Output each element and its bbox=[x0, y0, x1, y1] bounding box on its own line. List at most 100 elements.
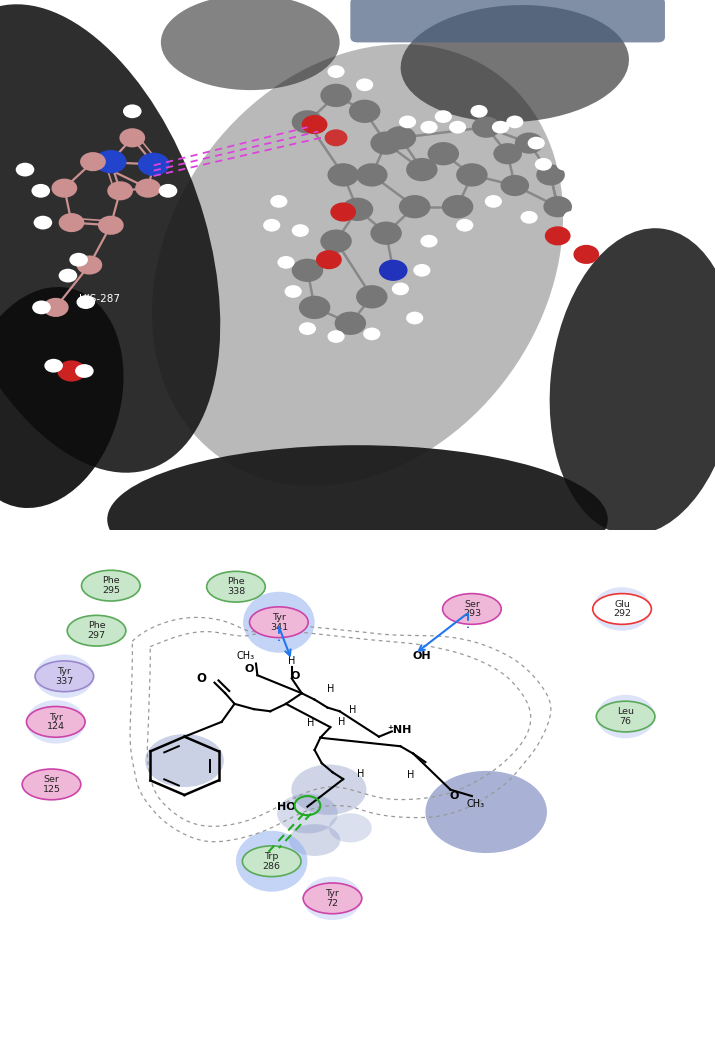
Ellipse shape bbox=[207, 571, 265, 602]
Circle shape bbox=[43, 298, 69, 317]
Text: Tyr
341: Tyr 341 bbox=[270, 613, 288, 632]
Circle shape bbox=[320, 230, 352, 252]
Circle shape bbox=[563, 211, 581, 224]
Circle shape bbox=[292, 110, 323, 134]
Circle shape bbox=[379, 260, 408, 281]
Circle shape bbox=[449, 121, 466, 134]
Ellipse shape bbox=[82, 570, 140, 601]
Circle shape bbox=[292, 259, 323, 282]
Ellipse shape bbox=[22, 770, 81, 799]
Circle shape bbox=[69, 253, 88, 267]
Ellipse shape bbox=[303, 883, 362, 914]
Text: HO: HO bbox=[277, 801, 295, 812]
Circle shape bbox=[420, 234, 438, 248]
Ellipse shape bbox=[0, 287, 124, 508]
Ellipse shape bbox=[242, 846, 301, 877]
Ellipse shape bbox=[443, 594, 501, 624]
Circle shape bbox=[528, 137, 545, 149]
Circle shape bbox=[320, 84, 352, 107]
Ellipse shape bbox=[291, 764, 367, 815]
Text: O: O bbox=[244, 664, 254, 674]
Circle shape bbox=[356, 78, 373, 91]
Circle shape bbox=[493, 143, 522, 164]
Circle shape bbox=[302, 114, 327, 135]
Ellipse shape bbox=[236, 831, 307, 891]
Circle shape bbox=[470, 105, 488, 118]
Text: Phe
297: Phe 297 bbox=[87, 621, 106, 640]
Circle shape bbox=[135, 178, 161, 197]
Text: Tyr
72: Tyr 72 bbox=[325, 889, 340, 907]
Ellipse shape bbox=[152, 45, 563, 485]
Circle shape bbox=[263, 219, 280, 232]
Circle shape bbox=[442, 195, 473, 218]
Circle shape bbox=[59, 213, 84, 232]
Circle shape bbox=[556, 158, 573, 171]
Circle shape bbox=[543, 196, 572, 217]
Text: HIS-287: HIS-287 bbox=[79, 295, 119, 304]
Circle shape bbox=[370, 222, 402, 245]
Ellipse shape bbox=[289, 825, 340, 856]
Circle shape bbox=[123, 104, 142, 118]
Circle shape bbox=[107, 181, 133, 200]
Circle shape bbox=[51, 178, 77, 197]
Circle shape bbox=[413, 264, 430, 277]
Ellipse shape bbox=[593, 594, 651, 624]
Circle shape bbox=[80, 153, 106, 172]
Text: Leu
76: Leu 76 bbox=[617, 707, 634, 726]
Circle shape bbox=[456, 163, 488, 187]
Circle shape bbox=[75, 365, 94, 377]
Circle shape bbox=[406, 312, 423, 324]
Ellipse shape bbox=[250, 606, 308, 638]
Circle shape bbox=[31, 184, 50, 197]
Circle shape bbox=[95, 151, 127, 174]
Text: H: H bbox=[358, 768, 365, 779]
Ellipse shape bbox=[550, 228, 715, 535]
Text: Ser
293: Ser 293 bbox=[463, 600, 481, 618]
Text: O: O bbox=[197, 672, 207, 685]
Text: Phe
295: Phe 295 bbox=[102, 577, 120, 595]
Circle shape bbox=[299, 296, 330, 319]
Circle shape bbox=[330, 202, 356, 222]
Ellipse shape bbox=[329, 813, 372, 843]
Ellipse shape bbox=[67, 615, 126, 646]
Circle shape bbox=[349, 100, 380, 123]
Circle shape bbox=[270, 195, 287, 208]
Circle shape bbox=[138, 153, 169, 176]
Text: Tyr
124: Tyr 124 bbox=[46, 712, 65, 731]
Circle shape bbox=[435, 110, 452, 123]
Circle shape bbox=[399, 116, 416, 128]
Ellipse shape bbox=[35, 661, 94, 692]
Circle shape bbox=[485, 195, 502, 208]
Text: H: H bbox=[407, 770, 414, 780]
Text: Glu
292: Glu 292 bbox=[613, 600, 631, 618]
Circle shape bbox=[292, 224, 309, 236]
Circle shape bbox=[363, 328, 380, 340]
Text: H: H bbox=[338, 718, 345, 727]
Text: Trp
286: Trp 286 bbox=[262, 852, 281, 870]
Circle shape bbox=[472, 117, 500, 138]
Circle shape bbox=[16, 162, 34, 176]
Circle shape bbox=[573, 245, 599, 264]
Circle shape bbox=[119, 128, 145, 147]
Ellipse shape bbox=[26, 700, 85, 744]
Circle shape bbox=[521, 211, 538, 224]
Circle shape bbox=[500, 175, 529, 196]
Circle shape bbox=[456, 219, 473, 232]
Circle shape bbox=[335, 312, 366, 335]
Circle shape bbox=[59, 269, 77, 282]
Circle shape bbox=[585, 195, 602, 208]
Text: H: H bbox=[288, 656, 295, 667]
Ellipse shape bbox=[596, 702, 655, 732]
Ellipse shape bbox=[400, 5, 629, 122]
Circle shape bbox=[299, 322, 316, 335]
FancyBboxPatch shape bbox=[350, 0, 665, 42]
Circle shape bbox=[57, 360, 86, 382]
Circle shape bbox=[492, 121, 509, 134]
Ellipse shape bbox=[596, 695, 655, 738]
Circle shape bbox=[356, 285, 388, 308]
Circle shape bbox=[32, 301, 51, 314]
Circle shape bbox=[356, 163, 388, 187]
Circle shape bbox=[370, 131, 402, 155]
Ellipse shape bbox=[277, 794, 337, 833]
Text: OH: OH bbox=[413, 651, 431, 660]
